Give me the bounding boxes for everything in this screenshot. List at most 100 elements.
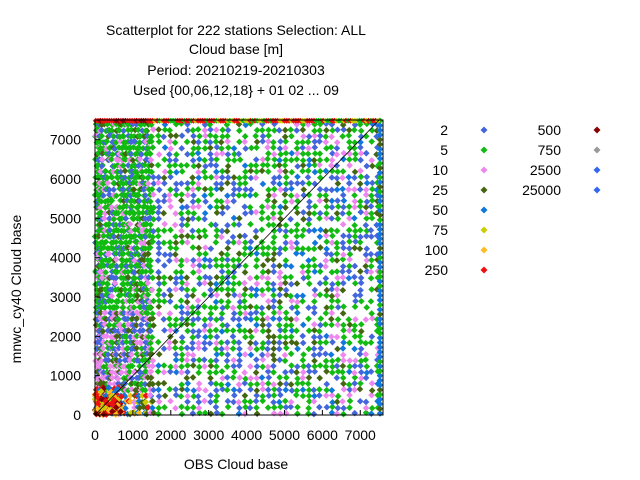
data-point xyxy=(323,127,330,134)
data-point xyxy=(276,315,283,323)
data-point xyxy=(340,244,347,252)
data-point xyxy=(223,227,231,235)
data-point xyxy=(253,280,261,288)
data-point xyxy=(106,321,113,329)
data-point xyxy=(141,344,149,352)
data-point xyxy=(373,151,380,158)
data-point xyxy=(310,410,318,418)
data-point xyxy=(294,209,301,217)
title-line-3: Period: 20210219-20210303 xyxy=(147,62,325,78)
data-point xyxy=(195,339,202,347)
data-point xyxy=(276,250,283,257)
data-point xyxy=(241,162,249,169)
data-point xyxy=(322,232,330,239)
data-point xyxy=(166,239,174,246)
data-point xyxy=(121,174,129,181)
data-point xyxy=(293,387,301,394)
data-point xyxy=(322,350,329,358)
data-point xyxy=(217,180,225,188)
data-point xyxy=(218,167,226,175)
data-point xyxy=(172,274,180,282)
data-point xyxy=(109,315,116,322)
data-point xyxy=(136,197,143,205)
data-point xyxy=(287,263,295,270)
data-point xyxy=(282,149,290,157)
data-point xyxy=(259,363,267,371)
data-point xyxy=(154,179,162,187)
data-point xyxy=(259,356,267,363)
y-tick-label: 0 xyxy=(73,407,81,423)
data-point xyxy=(202,244,209,251)
data-point xyxy=(376,240,384,247)
data-point xyxy=(229,374,237,381)
data-point xyxy=(241,279,248,287)
data-point xyxy=(305,144,312,152)
data-point xyxy=(356,350,364,358)
data-point xyxy=(294,163,301,170)
data-point xyxy=(143,410,150,418)
data-point xyxy=(206,369,214,376)
data-point xyxy=(189,174,196,181)
data-point xyxy=(283,344,290,352)
data-point xyxy=(150,180,158,187)
data-point xyxy=(148,133,156,141)
data-point xyxy=(276,226,284,234)
data-point xyxy=(242,186,249,193)
data-point xyxy=(247,375,255,382)
data-point xyxy=(184,398,191,406)
data-point xyxy=(173,151,180,158)
data-point xyxy=(212,345,220,353)
data-point xyxy=(270,262,278,270)
data-point xyxy=(207,398,214,406)
data-point xyxy=(218,185,225,193)
data-point xyxy=(218,262,226,270)
data-point xyxy=(376,188,384,195)
data-point xyxy=(299,150,307,158)
data-point xyxy=(363,257,371,264)
data-point xyxy=(241,173,249,181)
data-point xyxy=(259,250,267,258)
data-point xyxy=(120,227,128,235)
data-point xyxy=(129,315,136,322)
data-point xyxy=(178,227,185,235)
data-point xyxy=(213,387,220,394)
data-point xyxy=(329,127,336,134)
data-point xyxy=(345,173,353,181)
data-point xyxy=(376,334,384,342)
data-point xyxy=(149,357,157,365)
data-point xyxy=(376,235,384,243)
data-point xyxy=(213,291,221,299)
data-point xyxy=(202,232,209,240)
data-point xyxy=(311,132,318,140)
data-point xyxy=(178,410,186,418)
data-point xyxy=(376,296,384,304)
data-point xyxy=(235,339,243,346)
data-point xyxy=(189,186,197,193)
data-point xyxy=(95,156,103,164)
data-point xyxy=(123,257,130,264)
data-point xyxy=(264,144,271,151)
data-point xyxy=(281,327,289,334)
data-point xyxy=(373,232,381,240)
data-point xyxy=(146,368,154,376)
data-point xyxy=(270,368,277,376)
data-point xyxy=(350,126,358,134)
data-point xyxy=(310,210,318,217)
data-point xyxy=(183,221,191,229)
data-point xyxy=(147,221,154,229)
plot-frame xyxy=(94,119,384,416)
data-point xyxy=(340,232,347,240)
data-point xyxy=(202,273,209,281)
data-point xyxy=(328,256,336,264)
data-point xyxy=(287,179,295,187)
data-point xyxy=(178,403,185,411)
data-point xyxy=(166,315,173,323)
data-point xyxy=(368,214,376,222)
data-point xyxy=(109,151,116,158)
data-point xyxy=(357,233,364,241)
data-point xyxy=(259,132,267,140)
data-point xyxy=(206,257,214,264)
data-point xyxy=(160,227,168,234)
data-point xyxy=(134,292,141,300)
data-point xyxy=(144,404,152,411)
